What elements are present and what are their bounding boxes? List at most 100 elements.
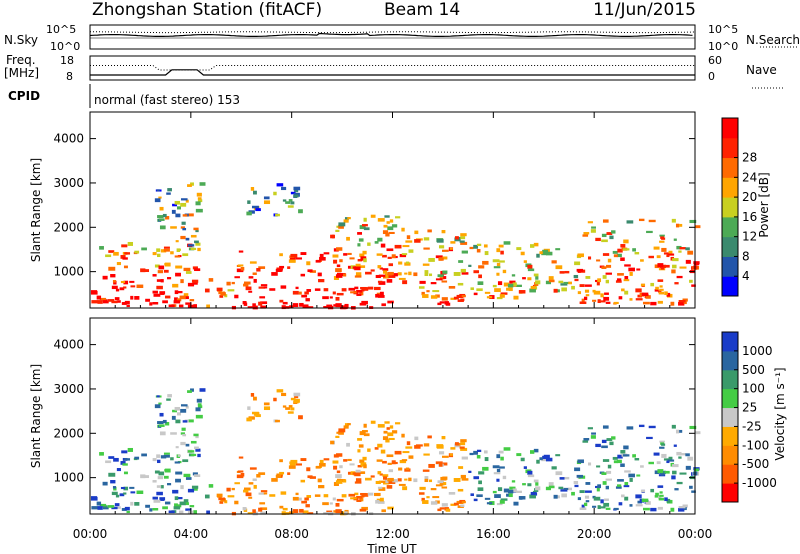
power-cell [382, 230, 389, 235]
power-cell [635, 288, 642, 293]
power-cell [157, 253, 161, 258]
velocity-cell [347, 458, 352, 461]
power-cell [199, 182, 206, 186]
velocity-cell [377, 471, 382, 475]
velocity-cell [576, 474, 584, 478]
velocity-cell [263, 402, 270, 406]
power-cell [387, 300, 394, 304]
velocity-cell [460, 504, 465, 507]
velocity-cell [136, 490, 144, 495]
velocity-cell [126, 510, 130, 514]
velocity-cell [160, 497, 165, 501]
power-cell [172, 283, 179, 288]
power-cell [454, 236, 459, 240]
velocity-cell [568, 487, 572, 491]
velocity-cell [585, 500, 590, 503]
power-cell [114, 297, 120, 301]
velocity-cell [535, 486, 541, 491]
power-cell [694, 262, 699, 266]
power-cell [190, 182, 194, 186]
velocity-cell [441, 486, 448, 489]
power-cell [182, 227, 187, 231]
power-cell [653, 246, 660, 250]
power-cell [253, 278, 257, 283]
power-cell [555, 265, 563, 270]
velocity-cell [189, 505, 195, 508]
power-cell [183, 267, 191, 272]
velocity-cell [176, 496, 183, 500]
velocity-cell [190, 388, 194, 392]
power-cell [247, 200, 251, 204]
power-cell [660, 267, 665, 270]
velocity-cell [375, 480, 381, 485]
velocity-cell [635, 504, 643, 507]
power-cell [176, 206, 181, 210]
freq-label: Freq. [6, 53, 36, 67]
velocity-cell [352, 472, 360, 475]
power-cell [180, 235, 186, 240]
power-cell [629, 271, 633, 276]
velocity-cell [442, 462, 448, 466]
colorbar-tick-label: -25 [742, 419, 762, 433]
power-cell [382, 254, 387, 258]
power-cell [461, 250, 468, 254]
power-cell [153, 293, 161, 297]
power-cell [545, 251, 553, 256]
velocity-cell [175, 471, 183, 475]
velocity-cell [596, 465, 601, 468]
power-cell [107, 299, 115, 302]
power-cell [174, 200, 180, 205]
power-cell [338, 224, 344, 229]
velocity-cell [122, 463, 128, 466]
velocity-cell [561, 493, 567, 498]
velocity-cell [358, 444, 364, 448]
power-cell [361, 300, 368, 305]
date-label: 11/Jun/2015 [593, 0, 696, 20]
power-cell [430, 282, 437, 285]
velocity-cell [260, 507, 268, 511]
velocity-cell [593, 496, 601, 501]
velocity-cell [605, 478, 612, 481]
velocity-cell [657, 506, 663, 510]
velocity-cell [336, 453, 343, 457]
velocity-colorbar: 1000 500 100 25 -25 -100 -500 -1000 Velocity [m… [721, 331, 787, 503]
velocity-cell [613, 507, 619, 511]
power-cell [236, 268, 244, 273]
power-cell [609, 235, 614, 240]
power-cell [196, 192, 202, 197]
power-cell [423, 237, 430, 241]
power-cell [381, 303, 386, 307]
power-cell [359, 291, 364, 296]
power-cell [134, 250, 140, 254]
power-cell [159, 225, 166, 230]
velocity-cell [307, 512, 314, 515]
velocity-cell [435, 484, 443, 487]
velocity-cell [375, 499, 380, 504]
power-cell [188, 213, 194, 217]
y-tick-label: 2000 [53, 220, 84, 234]
power-cell [507, 283, 514, 288]
power-cell [584, 289, 590, 293]
colorbar-tick-label: 12 [742, 230, 757, 244]
power-cell [518, 290, 526, 294]
velocity-cell [629, 504, 633, 507]
y-tick-label: 1000 [53, 471, 84, 485]
power-cell [243, 281, 251, 285]
velocity-cell [290, 459, 298, 464]
velocity-cell [156, 395, 160, 398]
power-cell [197, 247, 201, 252]
velocity-cell [295, 492, 299, 496]
velocity-cell [603, 502, 610, 507]
freq-tick-top: 18 [60, 54, 74, 67]
velocity-cell [419, 486, 426, 490]
colorbar-tick-label: 16 [742, 210, 757, 224]
y-tick-label: 3000 [53, 382, 84, 396]
power-cell [158, 196, 162, 199]
velocity-cell [499, 466, 505, 469]
velocity-cell [382, 436, 389, 441]
velocity-cell [154, 470, 160, 474]
velocity-cell [111, 491, 118, 496]
power-cell [685, 247, 690, 251]
velocity-cell [99, 452, 104, 456]
velocity-cell [564, 476, 570, 480]
